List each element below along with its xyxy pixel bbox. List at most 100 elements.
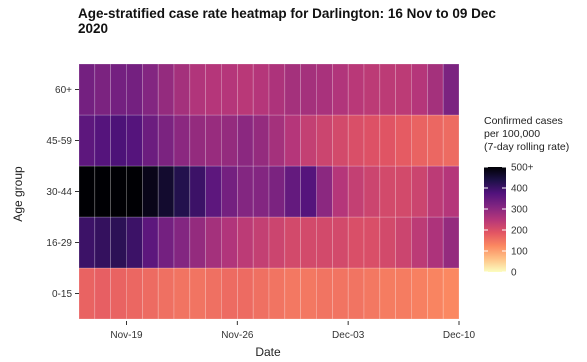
heatmap-cell <box>142 217 158 268</box>
heatmap-cell <box>364 268 380 319</box>
y-axis-label: Age group <box>11 166 25 222</box>
heatmap-cell <box>364 217 380 268</box>
legend-title-line-3: (7-day rolling rate) <box>484 141 569 153</box>
legend-color-bar <box>484 167 506 272</box>
heatmap-cell <box>269 115 285 166</box>
heatmap-cell <box>127 166 143 217</box>
heatmap-cell <box>443 64 459 115</box>
heatmap-cell <box>222 115 238 166</box>
legend-tick-label: 500+ <box>511 163 534 174</box>
heatmap-cell <box>317 64 333 115</box>
heatmap-cell <box>412 166 428 217</box>
heatmap-cell <box>364 115 380 166</box>
heatmap-cell <box>127 115 143 166</box>
heatmap-cell <box>285 64 301 115</box>
heatmap-cell <box>348 217 364 268</box>
heatmap-cell <box>190 217 206 268</box>
legend-tick-label: 200 <box>511 226 528 237</box>
heatmap-cell <box>317 115 333 166</box>
heatmap-cell <box>95 115 111 166</box>
heatmap-cell <box>253 64 269 115</box>
heatmap-cell <box>380 115 396 166</box>
heatmap-cell <box>142 64 158 115</box>
heatmap-cell <box>222 217 238 268</box>
heatmap-cells <box>79 64 459 319</box>
legend-tick-label: 0 <box>511 268 517 279</box>
heatmap-cell <box>317 268 333 319</box>
legend-tick-label: 300 <box>511 205 528 216</box>
heatmap-cell <box>380 268 396 319</box>
heatmap-cell <box>158 64 174 115</box>
heatmap-cell <box>396 64 412 115</box>
y-tick-label: 30-44 <box>46 187 72 198</box>
heatmap-cell <box>380 64 396 115</box>
heatmap-cell <box>158 217 174 268</box>
heatmap-cell <box>443 166 459 217</box>
heatmap-cell <box>237 166 253 217</box>
heatmap-cell <box>269 217 285 268</box>
chart-title-line-2: 2020 <box>78 21 108 36</box>
heatmap-cell <box>111 64 127 115</box>
x-tick-label: Dec-10 <box>443 330 476 341</box>
heatmap-cell <box>237 217 253 268</box>
heatmap-cell <box>332 115 348 166</box>
y-axis-ticks: 0-15 16-29 30-44 45-59 60+ <box>46 85 79 300</box>
heatmap-cell <box>269 166 285 217</box>
y-tick-label: 45-59 <box>46 136 72 147</box>
heatmap-cell <box>396 166 412 217</box>
heatmap-cell <box>443 217 459 268</box>
legend-title-line-1: Confirmed cases <box>484 115 563 127</box>
heatmap-cell <box>427 268 443 319</box>
legend-tick-label: 100 <box>511 247 528 258</box>
heatmap-cell <box>79 64 95 115</box>
heatmap-cell <box>95 217 111 268</box>
heatmap-cell <box>412 64 428 115</box>
heatmap-cell <box>190 268 206 319</box>
heatmap-cell <box>142 115 158 166</box>
heatmap-cell <box>332 217 348 268</box>
heatmap-cell <box>380 217 396 268</box>
y-tick-label: 0-15 <box>52 289 72 300</box>
heatmap-cell <box>237 64 253 115</box>
heatmap-cell <box>127 217 143 268</box>
heatmap-cell <box>79 217 95 268</box>
heatmap-cell <box>348 268 364 319</box>
heatmap-cell <box>301 115 317 166</box>
heatmap-cell <box>206 115 222 166</box>
legend-title-line-2: per 100,000 <box>484 128 540 140</box>
heatmap-cell <box>190 166 206 217</box>
heatmap-cell <box>206 268 222 319</box>
heatmap-cell <box>443 115 459 166</box>
heatmap-cell <box>142 166 158 217</box>
heatmap-cell <box>285 166 301 217</box>
heatmap-cell <box>396 115 412 166</box>
heatmap-cell <box>95 64 111 115</box>
heatmap-cell <box>269 268 285 319</box>
heatmap-cell <box>95 268 111 319</box>
heatmap-cell <box>301 166 317 217</box>
heatmap-cell <box>301 268 317 319</box>
heatmap-cell <box>285 217 301 268</box>
heatmap-cell <box>111 268 127 319</box>
y-tick-label: 16-29 <box>46 238 72 249</box>
heatmap-cell <box>348 166 364 217</box>
heatmap-cell <box>111 166 127 217</box>
heatmap-cell <box>253 166 269 217</box>
heatmap-cell <box>364 166 380 217</box>
heatmap-cell <box>174 115 190 166</box>
heatmap-cell <box>301 217 317 268</box>
heatmap-cell <box>269 64 285 115</box>
heatmap-cell <box>412 115 428 166</box>
heatmap-cell <box>222 166 238 217</box>
heatmap-cell <box>174 268 190 319</box>
heatmap-cell <box>380 166 396 217</box>
heatmap-cell <box>79 268 95 319</box>
heatmap-cell <box>427 115 443 166</box>
heatmap-cell <box>332 64 348 115</box>
heatmap-cell <box>412 217 428 268</box>
heatmap-cell <box>95 166 111 217</box>
heatmap-cell <box>190 115 206 166</box>
heatmap-cell <box>158 115 174 166</box>
heatmap-cell <box>332 268 348 319</box>
